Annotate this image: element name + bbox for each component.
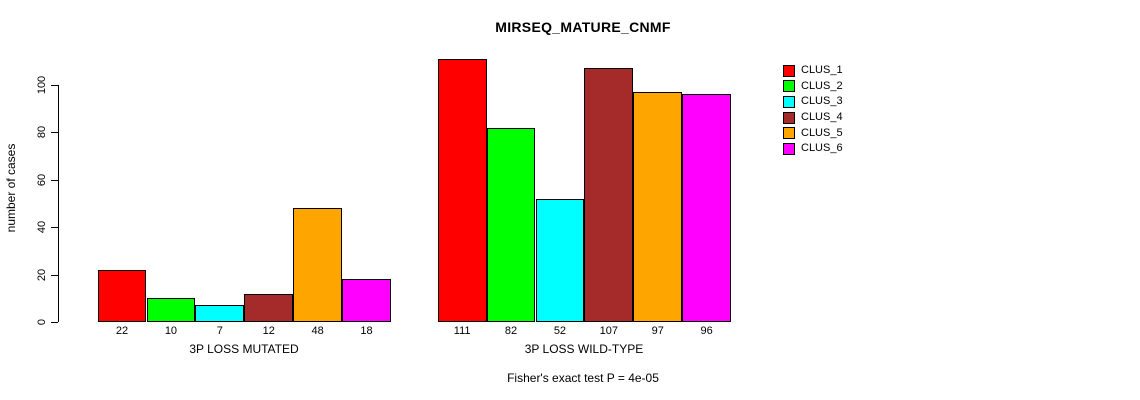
bar-value-label: 48 (311, 325, 324, 337)
legend-row: CLUS_2 (783, 79, 843, 95)
y-axis-line (58, 85, 59, 322)
bar-value-label: 52 (553, 325, 567, 337)
legend-label: CLUS_6 (801, 142, 843, 155)
group-label-mutated: 3P LOSS MUTATED (189, 342, 299, 356)
legend: CLUS_1 CLUS_2 CLUS_3 CLUS_4 CLUS_5 CLUS_… (783, 63, 843, 157)
bar-value-label: 82 (504, 325, 518, 337)
y-axis-tick-label: 80 (36, 126, 48, 139)
bar-3p-loss-mutated-clus_4 (244, 293, 294, 322)
legend-row: CLUS_3 (783, 94, 843, 110)
y-axis-tick-label: 60 (36, 173, 48, 186)
y-axis-tick (51, 274, 58, 276)
bar-3p-loss-wild-type-clus_3 (535, 198, 585, 322)
bar-3p-loss-mutated-clus_2 (146, 298, 196, 322)
y-axis-tick-label: 40 (36, 221, 48, 234)
legend-swatch-clus-1-icon (783, 64, 795, 77)
legend-row: CLUS_5 (783, 125, 843, 141)
bar-value-label: 18 (360, 325, 373, 337)
bar-value-label: 10 (164, 325, 178, 337)
bar-3p-loss-mutated-clus_1 (97, 269, 147, 322)
bar-value-label: 22 (115, 325, 129, 337)
bar-value-label: 12 (262, 325, 275, 337)
bar-3p-loss-mutated-clus_3 (195, 305, 245, 322)
bar-3p-loss-wild-type-clus_4 (584, 68, 634, 322)
bar-3p-loss-wild-type-clus_6 (682, 94, 732, 322)
legend-label: CLUS_3 (801, 95, 843, 108)
legend-label: CLUS_1 (801, 64, 843, 77)
y-axis-tick (51, 227, 58, 229)
chart-title: MIRSEQ_MATURE_CNMF (495, 19, 671, 35)
legend-row: CLUS_6 (783, 141, 843, 157)
bar-value-label: 107 (599, 325, 619, 337)
bar-3p-loss-wild-type-clus_1 (437, 58, 487, 322)
y-axis-tick (51, 179, 58, 181)
y-axis-tick-label: 100 (36, 75, 48, 95)
bar-3p-loss-mutated-clus_6 (342, 279, 391, 322)
legend-label: CLUS_2 (801, 79, 843, 92)
legend-swatch-clus-2-icon (783, 80, 795, 93)
y-axis-tick-label: 20 (36, 268, 48, 281)
bar-value-label: 97 (651, 325, 664, 337)
legend-swatch-clus-3-icon (783, 95, 795, 108)
legend-swatch-clus-5-icon (783, 127, 795, 140)
bar-value-label: 111 (453, 325, 471, 337)
footer-stat: Fisher's exact test P = 4e-05 (507, 371, 659, 385)
legend-swatch-clus-6-icon (783, 142, 795, 155)
legend-label: CLUS_5 (801, 126, 843, 139)
bar-3p-loss-wild-type-clus_2 (486, 127, 536, 322)
bar-value-label: 96 (700, 325, 713, 337)
bar-3p-loss-mutated-clus_5 (293, 208, 343, 322)
y-axis-tick (51, 322, 58, 323)
bar-value-label: 7 (216, 325, 223, 337)
y-axis-tick (51, 132, 58, 134)
y-axis-tick-label: 0 (36, 318, 48, 326)
bar-3p-loss-wild-type-clus_5 (633, 92, 683, 322)
legend-row: CLUS_1 (783, 63, 843, 79)
legend-label: CLUS_4 (801, 111, 843, 124)
legend-swatch-clus-4-icon (783, 111, 795, 124)
legend-row: CLUS_4 (783, 110, 843, 126)
group-label-wild-type: 3P LOSS WILD-TYPE (524, 342, 644, 356)
y-axis-tick (51, 85, 58, 86)
